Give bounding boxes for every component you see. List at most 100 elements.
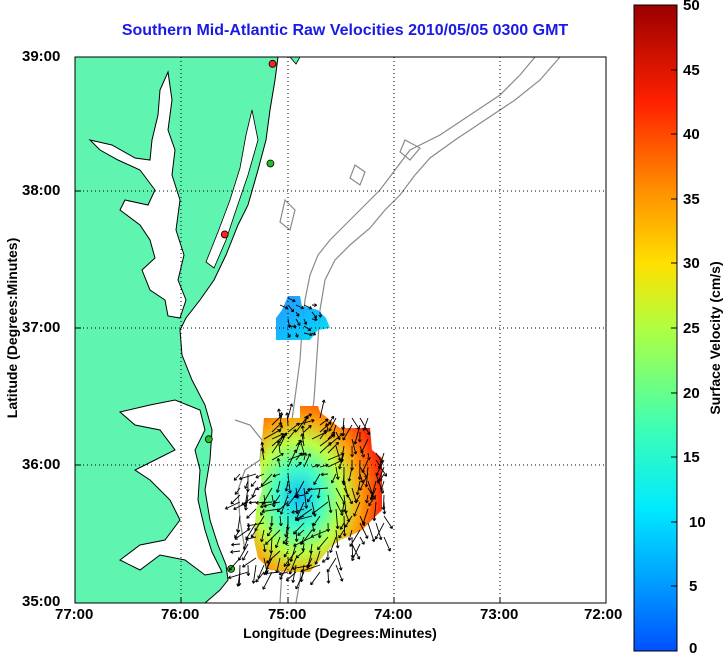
velocity-arrow <box>342 424 353 441</box>
velocity-arrow <box>364 466 369 488</box>
velocity-arrow <box>278 571 289 576</box>
velocity-arrow <box>255 480 273 491</box>
velocity-arrow <box>266 529 273 537</box>
velocity-arrow <box>326 557 337 573</box>
colorbar <box>633 4 678 652</box>
velocity-arrow <box>319 399 326 419</box>
velocity-arrow <box>311 463 320 468</box>
velocity-arrow <box>279 432 288 447</box>
velocity-arrow <box>355 494 361 503</box>
velocity-arrow <box>268 522 273 531</box>
velocity-arrow <box>365 494 369 504</box>
velocity-arrow <box>287 297 296 303</box>
velocity-arrow <box>335 508 340 530</box>
velocity-arrow <box>301 543 306 552</box>
velocity-arrow <box>339 522 345 530</box>
velocity-arrow <box>338 452 345 470</box>
velocity-arrow <box>242 550 249 561</box>
velocity-arrow <box>276 440 281 454</box>
velocity-arrow <box>375 459 387 477</box>
velocity-arrow <box>230 549 241 554</box>
velocity-arrow <box>351 438 358 455</box>
grid-lines <box>75 57 606 603</box>
velocity-arrow <box>224 501 241 510</box>
velocity-arrow <box>361 459 369 473</box>
colorbar-tick-label: 45 <box>683 62 700 79</box>
velocity-arrow <box>349 529 361 547</box>
velocity-arrow <box>351 543 361 562</box>
velocity-arrow <box>312 515 321 527</box>
velocity-arrow <box>287 304 295 313</box>
colorbar-tick-label: 15 <box>683 449 700 466</box>
velocity-arrow <box>260 501 281 509</box>
velocity-arrow <box>272 473 281 478</box>
velocity-arrow <box>383 515 393 530</box>
velocity-arrow <box>359 536 365 545</box>
colorbar-tick-label: 5 <box>689 578 698 595</box>
velocity-arrow <box>367 522 376 543</box>
y-tick-label: 39:00 <box>22 48 61 65</box>
velocity-arrow <box>295 550 305 559</box>
velocity-arrow <box>278 515 283 527</box>
velocity-arrow <box>338 529 345 539</box>
y-tick-label: 35:00 <box>22 593 61 610</box>
x-tick-label: 77:00 <box>55 606 94 623</box>
velocity-arrow <box>382 501 387 515</box>
delaware-cape <box>289 57 301 65</box>
velocity-arrow <box>234 487 241 495</box>
velocity-arrow <box>246 522 265 528</box>
velocity-arrow <box>342 515 347 537</box>
velocity-arrow <box>245 536 257 541</box>
velocity-arrow <box>325 423 329 433</box>
velocity-arrow <box>347 529 353 541</box>
y-tick-label: 38:00 <box>22 182 61 199</box>
velocity-arrow <box>335 564 344 582</box>
velocity-arrow <box>311 311 317 319</box>
velocity-arrow <box>303 452 308 461</box>
colorbar-tick-label: 40 <box>683 126 700 143</box>
velocity-arrow <box>321 557 329 563</box>
velocity-arrow <box>264 571 281 576</box>
velocity-arrow <box>331 424 337 437</box>
velocity-arrow <box>370 487 377 499</box>
velocity-arrow <box>347 466 353 482</box>
velocity-arrows <box>224 297 393 590</box>
velocity-arrow <box>295 501 299 515</box>
velocity-arrow <box>300 433 305 447</box>
velocity-arrow <box>238 543 249 561</box>
station-markers <box>204 59 277 573</box>
velocity-arrow <box>343 487 353 505</box>
velocity-arrow <box>265 529 281 545</box>
velocity-arrow <box>279 424 284 433</box>
velocity-arrow <box>311 317 318 322</box>
velocity-arrow <box>255 571 265 583</box>
velocity-arrow <box>293 522 305 535</box>
velocity-arrow <box>300 425 305 440</box>
velocity-arrow <box>274 536 281 549</box>
velocity-arrow <box>318 311 323 318</box>
axis-ticks <box>74 56 607 604</box>
velocity-arrow <box>255 473 265 479</box>
velocity-arrow <box>359 473 364 484</box>
station-marker <box>227 564 236 573</box>
velocity-arrow <box>376 466 385 484</box>
velocity-arrow <box>327 415 335 426</box>
velocity-arrow <box>311 501 329 515</box>
velocity-arrow <box>306 494 313 503</box>
velocity-arrow <box>276 501 289 513</box>
velocity-arrow <box>260 441 265 454</box>
velocity-arrow <box>317 529 322 539</box>
y-tick-label: 36:00 <box>22 456 61 473</box>
y-axis-label: Latitude (Degrees:Minutes) <box>4 237 20 419</box>
velocity-arrow <box>279 304 289 310</box>
velocity-arrow <box>379 473 385 482</box>
velocity-arrow <box>311 332 317 336</box>
velocity-arrow <box>285 571 297 582</box>
velocity-arrow <box>329 536 337 554</box>
colorbar-tick-label: 20 <box>683 385 700 402</box>
velocity-arrow <box>366 452 371 461</box>
x-tick-label: 75:00 <box>268 606 307 623</box>
velocity-arrow <box>350 445 355 458</box>
velocity-arrow <box>250 480 257 487</box>
